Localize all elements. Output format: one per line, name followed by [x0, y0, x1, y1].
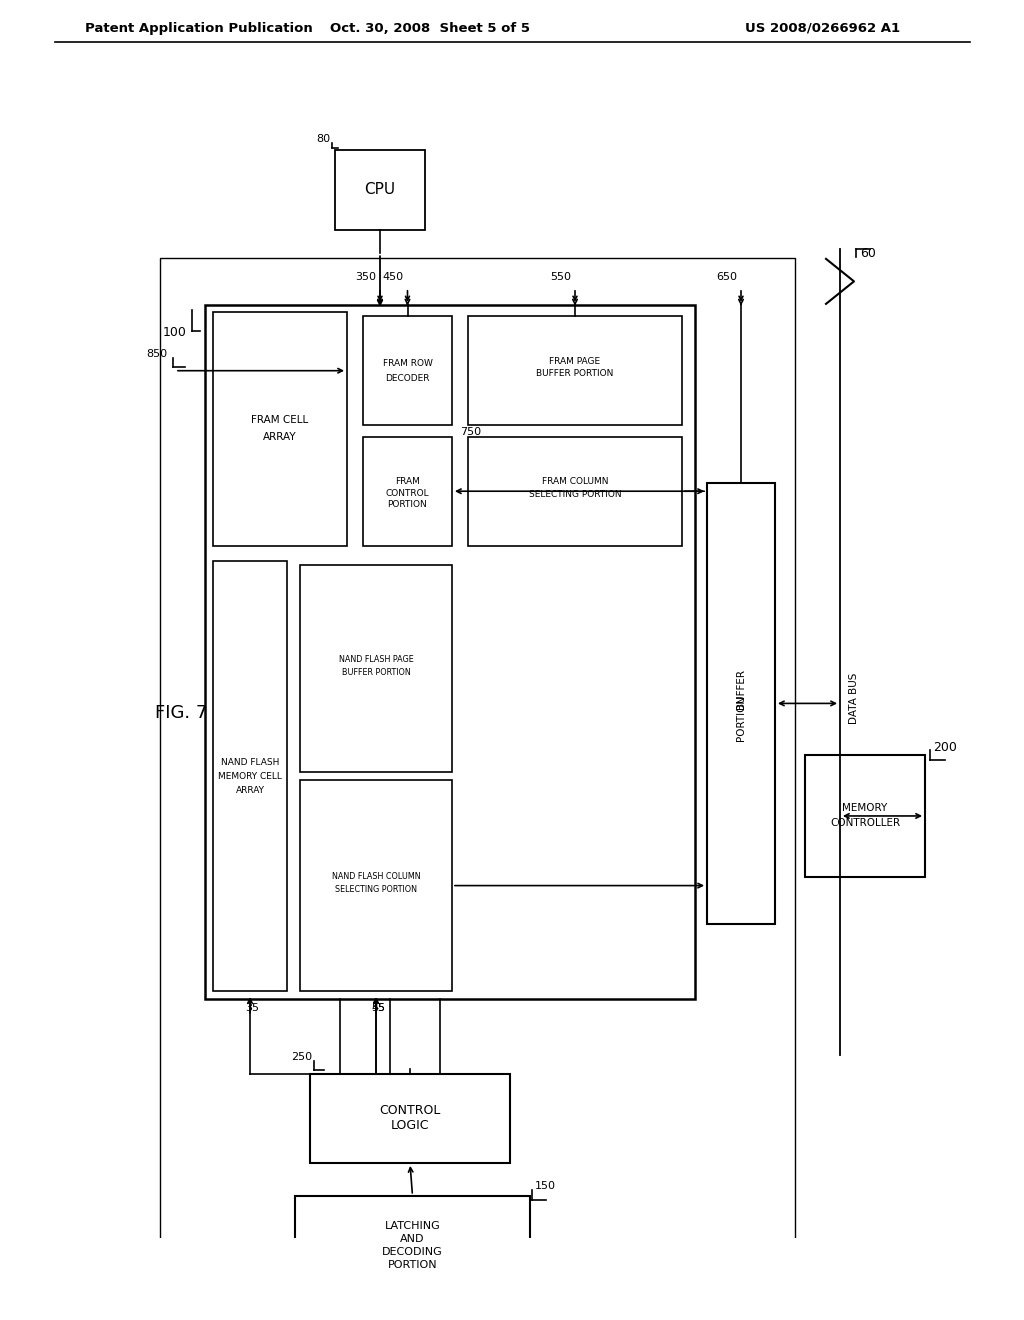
FancyBboxPatch shape — [205, 305, 695, 999]
Text: SELECTING PORTION: SELECTING PORTION — [528, 490, 622, 499]
Text: CONTROLLER: CONTROLLER — [829, 818, 900, 829]
Text: 150: 150 — [535, 1181, 556, 1192]
Text: LATCHING: LATCHING — [385, 1221, 440, 1230]
Text: PORTION: PORTION — [736, 694, 746, 741]
Text: Patent Application Publication: Patent Application Publication — [85, 21, 312, 34]
Text: FRAM PAGE: FRAM PAGE — [550, 356, 600, 366]
Text: 100: 100 — [163, 326, 187, 339]
Text: 550: 550 — [550, 272, 571, 281]
FancyBboxPatch shape — [310, 1074, 510, 1163]
FancyBboxPatch shape — [213, 561, 287, 991]
Text: 35: 35 — [245, 1003, 259, 1014]
FancyBboxPatch shape — [805, 755, 925, 876]
Text: US 2008/0266962 A1: US 2008/0266962 A1 — [744, 21, 900, 34]
Text: NAND FLASH: NAND FLASH — [221, 758, 280, 767]
Text: 650: 650 — [716, 272, 737, 281]
Text: 45: 45 — [371, 1003, 385, 1014]
Text: 55: 55 — [371, 1003, 385, 1014]
Text: CPU: CPU — [365, 182, 395, 198]
FancyBboxPatch shape — [362, 437, 452, 546]
FancyBboxPatch shape — [300, 780, 452, 991]
Text: BUFFER PORTION: BUFFER PORTION — [537, 370, 613, 378]
FancyBboxPatch shape — [468, 437, 682, 546]
Text: CONTROL: CONTROL — [386, 488, 429, 498]
Text: 60: 60 — [860, 247, 876, 260]
FancyBboxPatch shape — [707, 483, 775, 924]
FancyBboxPatch shape — [335, 150, 425, 230]
Text: PORTION: PORTION — [388, 500, 427, 508]
Text: MEMORY CELL: MEMORY CELL — [218, 772, 282, 780]
Text: 200: 200 — [933, 741, 956, 754]
Text: FRAM COLUMN: FRAM COLUMN — [542, 478, 608, 486]
Text: LOGIC: LOGIC — [391, 1119, 429, 1133]
FancyBboxPatch shape — [362, 315, 452, 425]
Text: DECODER: DECODER — [385, 374, 430, 383]
Text: BUFFER: BUFFER — [736, 669, 746, 709]
Text: FRAM CELL: FRAM CELL — [251, 414, 308, 425]
Text: 250: 250 — [291, 1052, 312, 1063]
Text: 350: 350 — [355, 272, 376, 281]
Text: FRAM: FRAM — [395, 478, 420, 486]
Text: Oct. 30, 2008  Sheet 5 of 5: Oct. 30, 2008 Sheet 5 of 5 — [330, 21, 530, 34]
Text: SELECTING PORTION: SELECTING PORTION — [335, 884, 417, 894]
Text: FIG. 7: FIG. 7 — [155, 704, 208, 722]
Text: BUFFER PORTION: BUFFER PORTION — [342, 668, 411, 677]
Text: MEMORY: MEMORY — [843, 804, 888, 813]
Text: ARRAY: ARRAY — [236, 785, 264, 795]
Text: DATA BUS: DATA BUS — [849, 673, 859, 725]
Text: PORTION: PORTION — [388, 1261, 437, 1270]
Text: FRAM ROW: FRAM ROW — [383, 359, 432, 368]
Text: 850: 850 — [145, 348, 167, 359]
FancyBboxPatch shape — [468, 315, 682, 425]
Text: DECODING: DECODING — [382, 1247, 442, 1257]
Text: AND: AND — [400, 1234, 425, 1243]
FancyBboxPatch shape — [295, 1196, 530, 1290]
Text: 80: 80 — [315, 133, 330, 144]
Text: CONTROL: CONTROL — [379, 1105, 440, 1118]
Text: 450: 450 — [382, 272, 403, 281]
Text: 750: 750 — [460, 426, 481, 437]
Text: NAND FLASH PAGE: NAND FLASH PAGE — [339, 655, 414, 664]
Text: NAND FLASH COLUMN: NAND FLASH COLUMN — [332, 871, 420, 880]
FancyBboxPatch shape — [300, 565, 452, 772]
FancyBboxPatch shape — [213, 313, 347, 546]
Text: ARRAY: ARRAY — [263, 432, 297, 442]
